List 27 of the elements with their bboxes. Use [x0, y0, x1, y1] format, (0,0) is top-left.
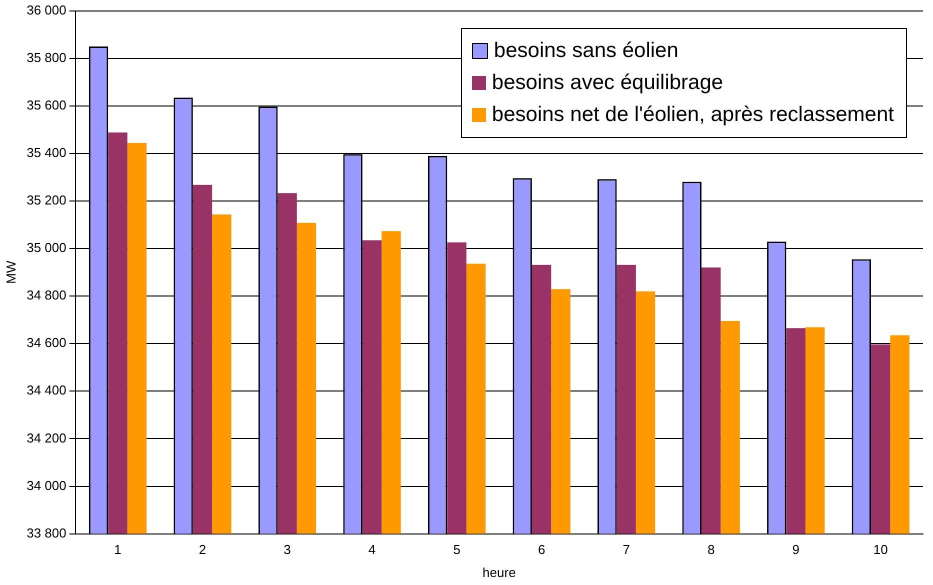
y-tick-label: 33 800 [26, 525, 66, 540]
y-tick-label: 35 000 [26, 240, 66, 256]
x-axis-title: heure [482, 564, 516, 580]
legend-label: besoins net de l'éolien, après reclassement [492, 102, 894, 128]
x-tick-label: 9 [792, 542, 800, 558]
y-axis-title: MW [3, 260, 18, 284]
y-tick-label: 34 200 [26, 430, 66, 446]
x-tick-label: 4 [368, 542, 376, 558]
x-tick-label: 3 [284, 542, 291, 558]
x-tick-label: 7 [622, 542, 630, 558]
y-tick-label: 34 400 [26, 382, 66, 398]
y-tick-label: 35 800 [26, 50, 66, 65]
y-tick-label: 36 000 [26, 2, 66, 18]
y-tick-label: 35 400 [26, 145, 66, 160]
y-tick-label: 35 600 [26, 97, 66, 112]
y-tick-label: 34 000 [26, 478, 66, 493]
x-tick-label: 6 [538, 542, 546, 558]
x-tick-label: 8 [707, 542, 715, 558]
x-tick-label: 2 [198, 542, 206, 558]
legend-label: besoins avec équilibrage [492, 70, 724, 96]
x-tick-label: 10 [873, 542, 888, 558]
x-tick-label: 1 [114, 542, 122, 558]
y-tick-label: 34 800 [26, 288, 66, 303]
x-tick-label: 5 [453, 542, 460, 558]
y-tick-label: 34 600 [26, 335, 66, 350]
legend-label: besoins sans éolien [494, 38, 678, 64]
y-tick-label: 35 200 [26, 192, 66, 208]
